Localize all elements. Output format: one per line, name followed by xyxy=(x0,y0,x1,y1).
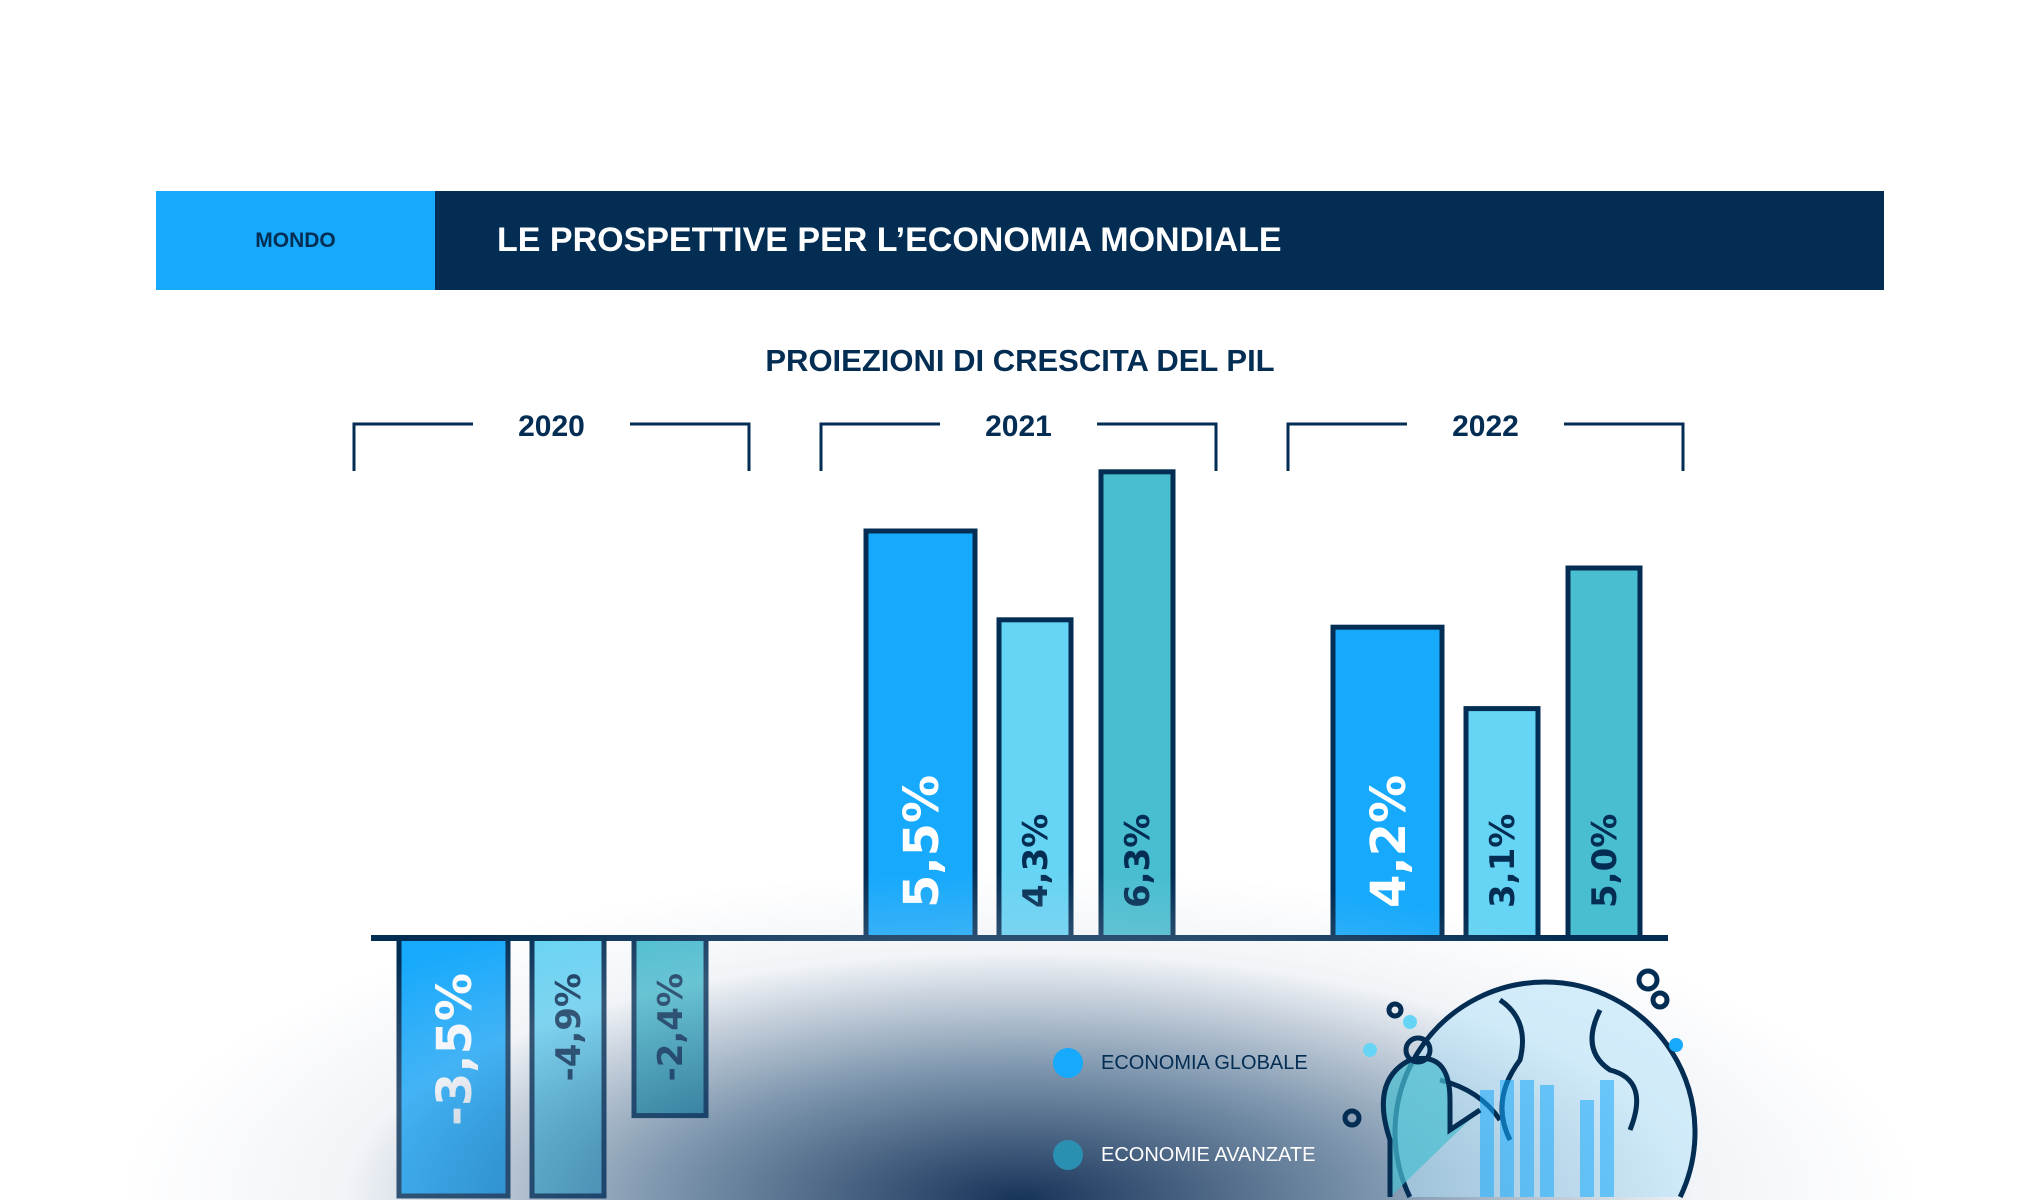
legend-item-advanced: ECONOMIE AVANZATE xyxy=(1053,1140,1315,1170)
globe-with-person-icon xyxy=(1342,968,1698,1199)
legend-swatch xyxy=(1053,1048,1083,1078)
legend-item-global: ECONOMIA GLOBALE xyxy=(1053,1048,1308,1078)
legend-swatch xyxy=(1053,1140,1083,1170)
legend-label: ECONOMIA GLOBALE xyxy=(1101,1051,1308,1074)
legend-label: ECONOMIE AVANZATE xyxy=(1101,1143,1316,1166)
